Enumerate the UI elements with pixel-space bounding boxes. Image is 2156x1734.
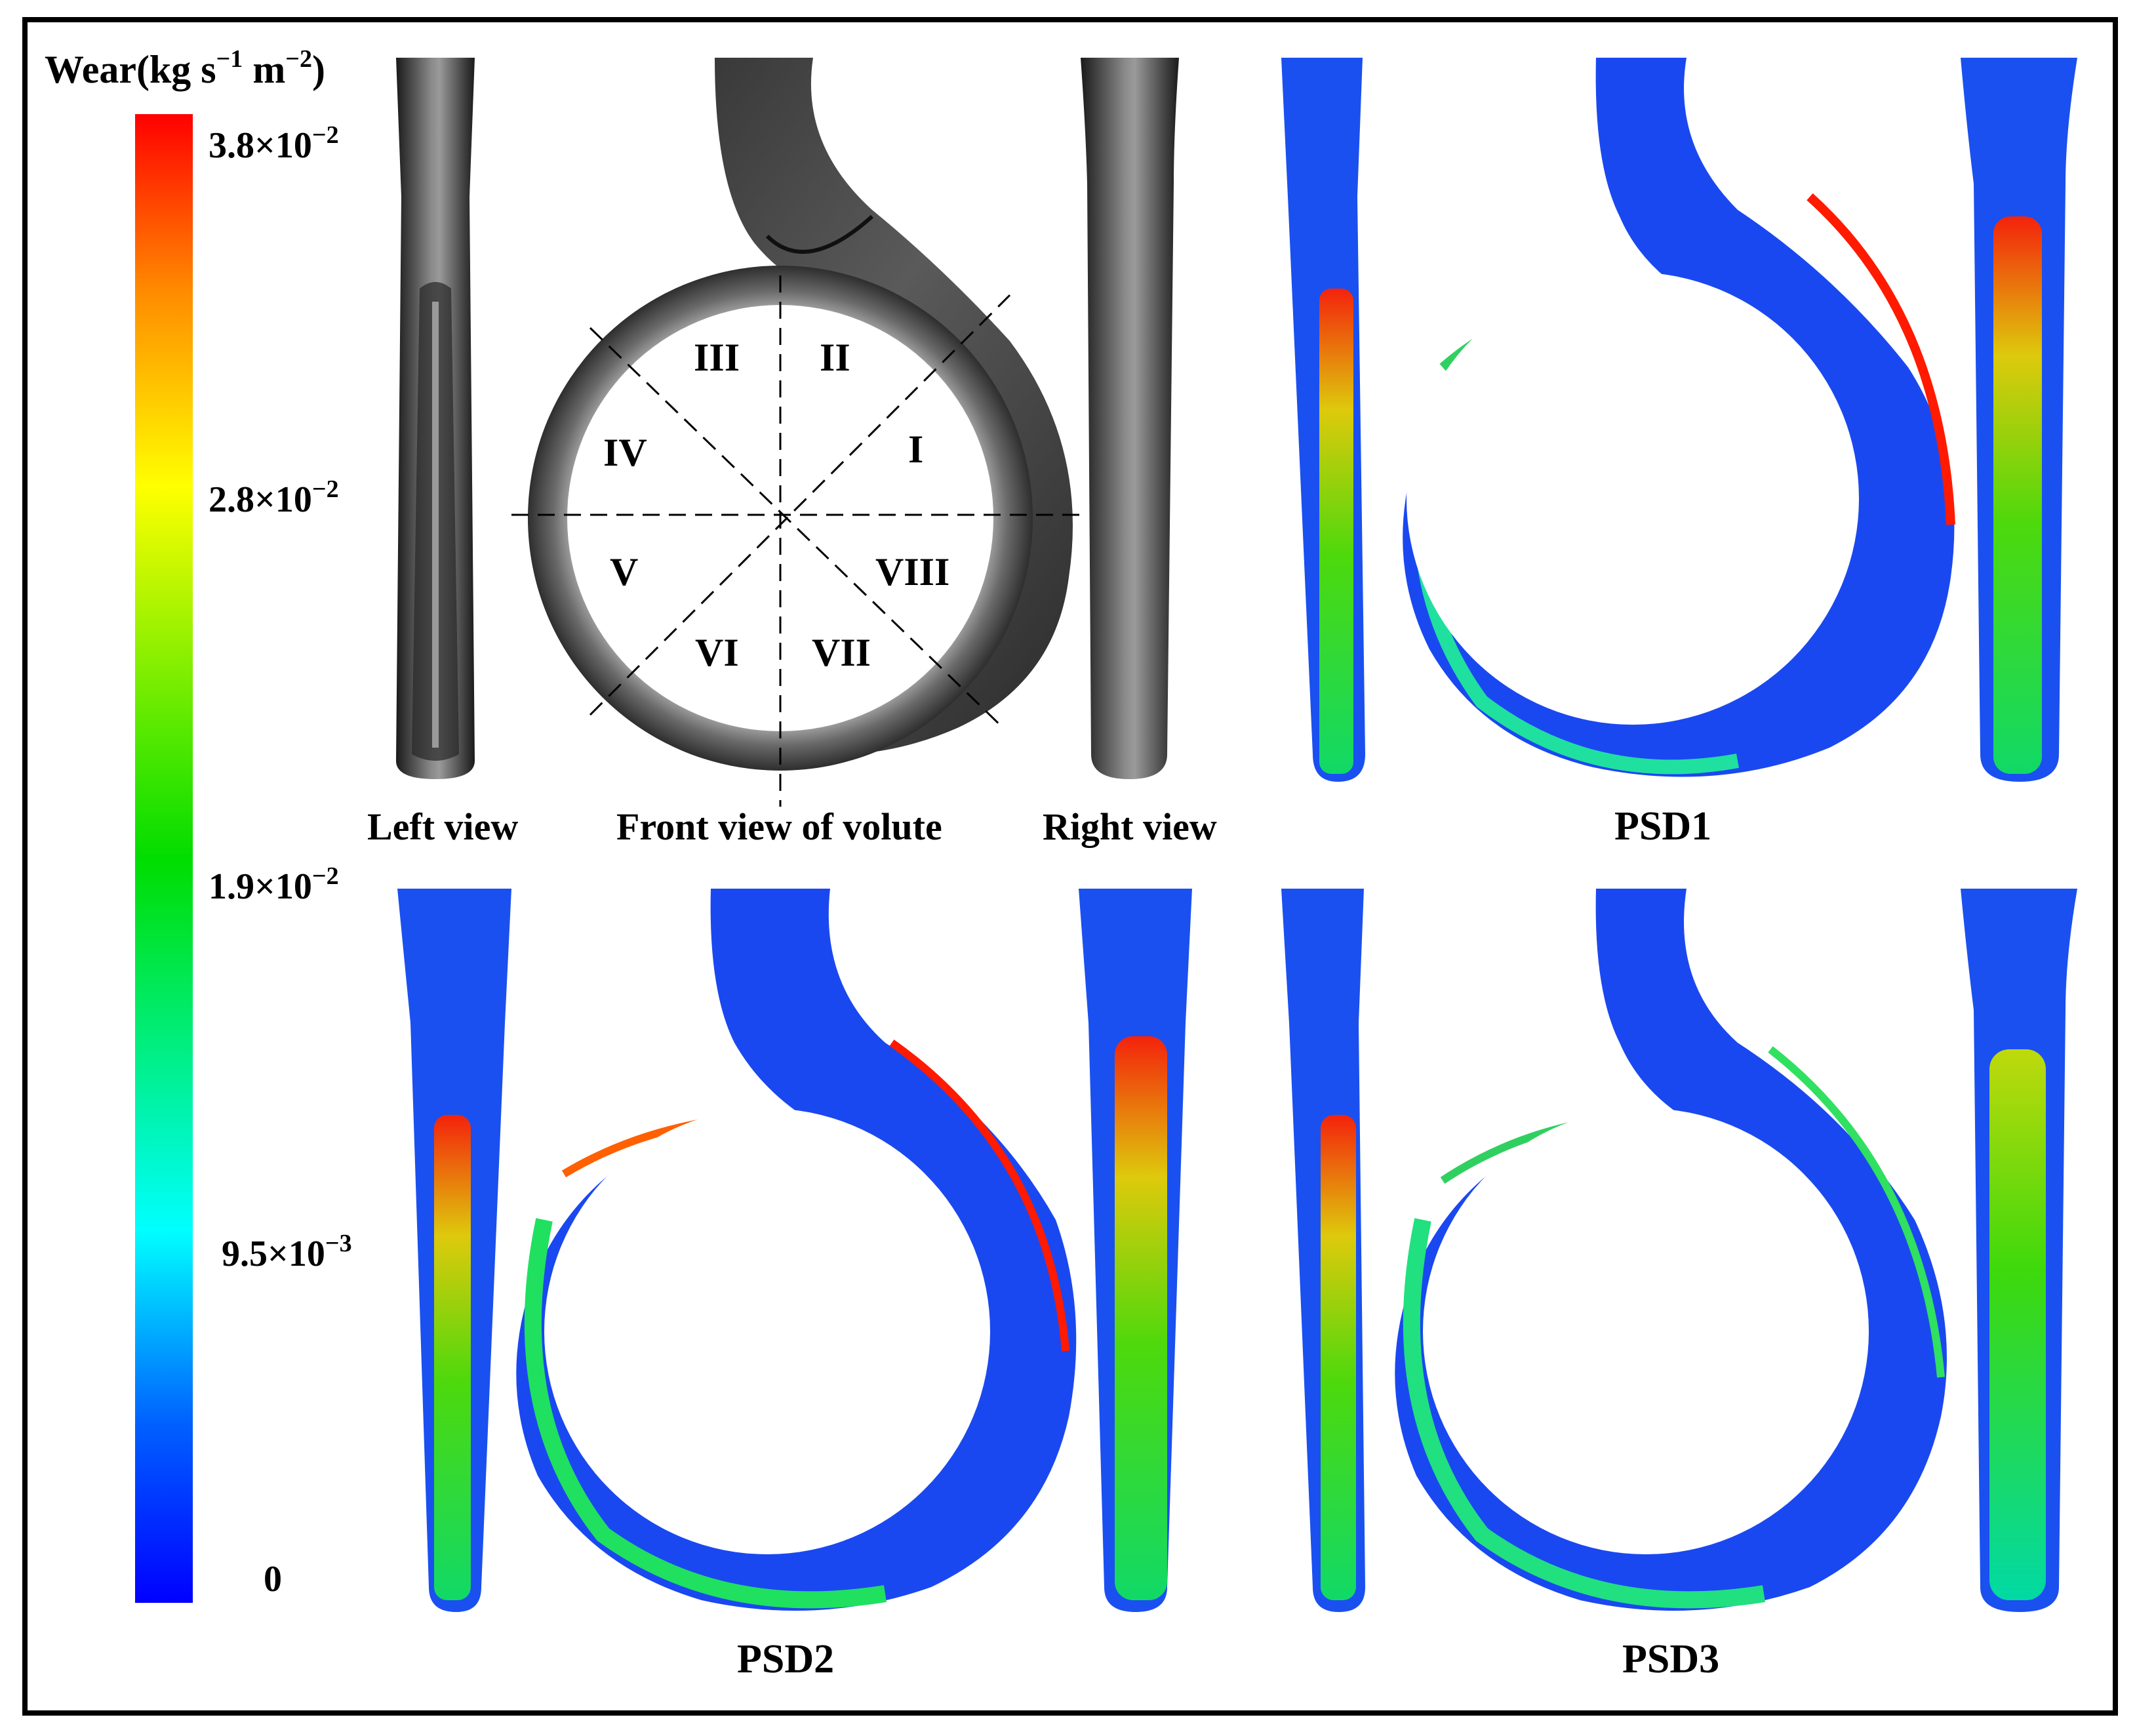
psd1-panel: PSD1: [1281, 58, 2077, 849]
colorbar-tick-label: 0: [264, 1559, 282, 1600]
psd2-label: PSD2: [737, 1637, 834, 1682]
section-label-V: V: [610, 550, 638, 594]
section-label-VI: VI: [695, 631, 739, 674]
colorbar-ticks: 3.8×10−2 2.8×10−2 1.9×10−2 9.5×10−3 0: [209, 121, 352, 1600]
geometry-panel: I II III IV V VI VII VIII Left view Fron…: [367, 58, 1217, 848]
right-view-drawing: [1081, 58, 1179, 779]
colorbar: Wear(kg s−1 m−2) 3.8×10−2 2.8×10−2 1.9×1…: [45, 45, 352, 1603]
psd3-label: PSD3: [1622, 1637, 1719, 1682]
colorbar-title: Wear(kg s−1 m−2): [45, 45, 325, 91]
right-view-label: Right view: [1043, 805, 1217, 848]
psd2-panel: PSD2: [397, 889, 1192, 1682]
psd1-label: PSD1: [1614, 804, 1711, 849]
left-view-label: Left view: [367, 805, 518, 848]
colorbar-tick-label: 3.8×10−2: [209, 121, 339, 166]
psd3-panel: PSD3: [1281, 889, 2077, 1682]
colorbar-tick-label: 9.5×10−3: [222, 1230, 352, 1274]
section-label-VIII: VIII: [875, 550, 949, 594]
colorbar-tick-label: 2.8×10−2: [209, 475, 339, 520]
section-label-II: II: [820, 336, 850, 379]
front-view-drawing: I II III IV V VI VII VIII: [511, 58, 1082, 807]
left-view-drawing: [396, 58, 475, 779]
section-label-VII: VII: [812, 631, 871, 674]
front-view-label: Front view of volute: [616, 805, 942, 848]
section-label-III: III: [694, 336, 740, 379]
colorbar-tick-label: 1.9×10−2: [209, 862, 339, 907]
section-label-IV: IV: [603, 431, 647, 474]
colorbar-gradient: [135, 114, 193, 1603]
section-label-I: I: [908, 428, 923, 471]
section-labels: I II III IV V VI VII VIII: [603, 336, 949, 674]
